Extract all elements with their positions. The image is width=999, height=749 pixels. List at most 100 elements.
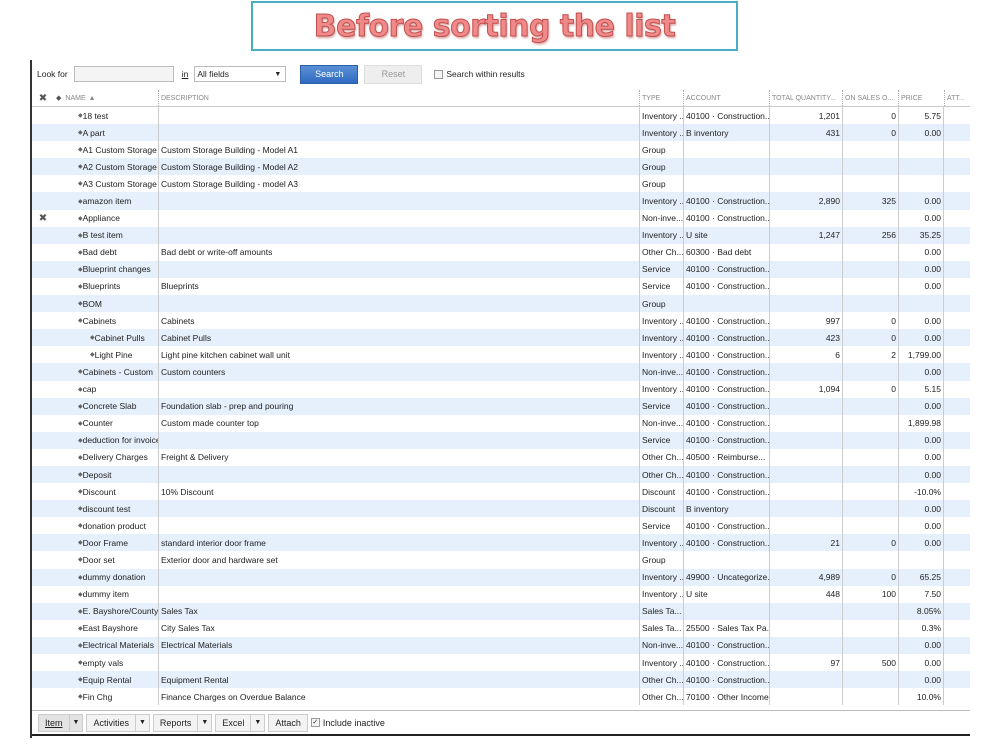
table-row[interactable]: ◆ Electrical Materials Electrical Material… — [32, 636, 970, 654]
include-inactive-checkbox[interactable]: ✓ — [310, 718, 320, 727]
table-row[interactable]: ◆ Blueprint changes Service 40100 · Constru… — [32, 260, 970, 278]
active-cell[interactable] — [32, 312, 54, 329]
column-name[interactable]: ◆ NAME ▲ — [54, 90, 158, 106]
table-row[interactable]: ◆ Equip Rental Equipment Rental Other Ch...… — [32, 671, 970, 689]
table-row[interactable]: ◆ Deposit Other Ch... 40100 · Construction.… — [32, 465, 970, 484]
table-row[interactable]: ◆ A part Inventory ... B inventory 431 0 0.00 — [32, 124, 970, 142]
table-row[interactable]: ◆ donation product Service 40100 · Construc… — [32, 517, 970, 535]
table-row[interactable]: ◆A3 Custom Storage ShedCustom Storage Bu… — [32, 175, 970, 193]
table-row[interactable]: ◆A1 Custom Storage ShedCustom Storage Bu… — [32, 141, 970, 159]
column-price[interactable]: PRICE — [898, 90, 944, 106]
table-row[interactable]: ◆ East Bayshore City Sales Tax Sales Ta... 2… — [32, 619, 970, 637]
search-within-checkbox[interactable] — [434, 69, 444, 79]
look-for-input[interactable] — [73, 66, 174, 82]
reset-button[interactable]: Reset — [364, 64, 423, 84]
active-cell[interactable] — [32, 449, 54, 466]
table-row[interactable]: ◆ discount test Discount B inventory 0.00 — [32, 500, 970, 518]
active-cell[interactable] — [32, 363, 54, 380]
column-on-sales-order[interactable]: ON SALES O... — [842, 90, 898, 106]
active-cell[interactable] — [32, 175, 54, 192]
active-cell[interactable] — [32, 586, 54, 603]
active-cell[interactable] — [32, 192, 54, 209]
reports-menu-button[interactable]: Reports ▼ — [152, 713, 213, 732]
column-type[interactable]: TYPE — [639, 90, 683, 106]
table-row[interactable]: ◆ Fin Chg Finance Charges on Overdue Balan… — [32, 688, 970, 706]
table-row[interactable]: ◆ Bad debt Bad debt or write-off amounts Ot… — [32, 243, 970, 261]
cell-total-quantity — [769, 277, 842, 296]
active-cell[interactable] — [32, 483, 54, 500]
table-row[interactable]: ◆ Cabinets - Custom Custom counters Non-inv… — [32, 363, 970, 381]
table-row[interactable]: ◆ 18 test Inventory ... 40100 · Constructio… — [32, 107, 970, 125]
active-cell[interactable] — [32, 107, 54, 124]
item-menu-button[interactable]: Item ▼ — [38, 713, 84, 732]
active-cell[interactable] — [32, 671, 54, 688]
dropdown-arrow-icon[interactable]: ▼ — [250, 714, 264, 731]
active-cell[interactable] — [32, 637, 54, 654]
table-row[interactable]: ◆ Cabinets Cabinets Inventory ... 40100 · Co… — [32, 312, 970, 330]
active-cell[interactable] — [32, 551, 54, 568]
inactive-column-icon[interactable]: ✖ — [38, 92, 48, 104]
table-row[interactable]: ◆ dummy donation Inventory ... 49900 · Unca… — [32, 568, 970, 586]
table-row[interactable]: ◆ Door set Exterior door and hardware set G… — [32, 551, 970, 569]
table-row[interactable]: ◆ cap Inventory ... 40100 · Construction...… — [32, 380, 970, 398]
active-cell[interactable] — [32, 278, 54, 295]
cell-description: Cabinets — [158, 312, 639, 330]
active-cell[interactable] — [32, 124, 54, 141]
table-row[interactable]: ◆ B test item Inventory ... U site 1,247 256 3… — [32, 226, 970, 244]
active-cell[interactable] — [32, 534, 54, 551]
table-row[interactable]: ◆ Delivery Charges Freight & Delivery Other… — [32, 448, 970, 466]
table-row[interactable]: ◆A2 Custom Storage ShedCustom Storage Bu… — [32, 158, 970, 176]
attach-button[interactable]: Attach — [268, 713, 308, 732]
table-row[interactable]: ◆ dummy item Inventory ... U site 448 100 7.50 — [32, 585, 970, 603]
active-cell[interactable] — [32, 141, 54, 158]
field-select[interactable]: All fields ▼ — [194, 66, 287, 82]
activities-menu-button[interactable]: Activities ▼ — [86, 713, 150, 732]
table-row[interactable]: ◆ E. Bayshore/County Sales Tax Sales Ta... 8… — [32, 602, 970, 620]
dropdown-arrow-icon[interactable]: ▼ — [68, 714, 83, 731]
table-row[interactable]: ◆ Light Pine Light pine kitchen cabinet wa… — [32, 346, 970, 364]
excel-menu-button[interactable]: Excel ▼ — [215, 713, 266, 732]
active-cell[interactable] — [32, 688, 54, 705]
column-account[interactable]: ACCOUNT — [683, 90, 769, 106]
active-cell[interactable] — [32, 517, 54, 534]
table-row[interactable]: ◆ Discount 10% Discount Discount 40100 · Con… — [32, 483, 970, 501]
column-total-quantity[interactable]: TOTAL QUANTITY... — [769, 90, 842, 106]
active-cell[interactable] — [32, 381, 54, 398]
active-cell[interactable] — [32, 432, 54, 449]
active-cell[interactable] — [32, 244, 54, 261]
active-cell[interactable] — [32, 569, 54, 586]
active-cell[interactable] — [32, 398, 54, 415]
table-row[interactable]: ◆ amazon item Inventory ... 40100 · Constru… — [32, 192, 970, 210]
column-attach[interactable]: ATT... — [944, 90, 970, 106]
active-cell[interactable] — [32, 603, 54, 620]
bullet-icon: ◆ — [78, 147, 83, 154]
table-row[interactable]: ◆ empty vals Inventory ... 40100 · Construc… — [32, 654, 970, 672]
active-cell[interactable] — [32, 295, 54, 312]
table-row[interactable]: ◆ Door Frame standard interior door frame I… — [32, 534, 970, 552]
active-cell[interactable] — [32, 346, 54, 363]
dropdown-arrow-icon[interactable]: ▼ — [197, 714, 211, 731]
table-row[interactable]: ✖ ◆ Appliance Non-inve... 40100 · Constructi… — [32, 209, 970, 227]
column-description[interactable]: DESCRIPTION — [158, 90, 639, 106]
table-row[interactable]: ◆ deduction for invoice Service 40100 · Con… — [32, 431, 970, 449]
table-row[interactable]: ◆ Concrete Slab Foundation slab - prep and… — [32, 397, 970, 415]
active-cell[interactable] — [32, 261, 54, 278]
active-cell[interactable] — [32, 466, 54, 483]
active-cell[interactable] — [32, 500, 54, 517]
active-cell[interactable] — [32, 227, 54, 244]
active-cell[interactable] — [32, 415, 54, 432]
inactive-x-icon[interactable]: ✖ — [38, 212, 48, 224]
active-cell[interactable] — [32, 329, 54, 346]
table-row[interactable]: ◆ Blueprints Blueprints Service 40100 · Cons… — [32, 277, 970, 296]
active-cell[interactable] — [32, 158, 54, 175]
dropdown-arrow-icon[interactable]: ▼ — [134, 714, 149, 731]
active-cell[interactable] — [32, 620, 54, 637]
search-button[interactable]: Search — [300, 64, 359, 84]
cell-total-quantity: 431 — [769, 124, 842, 142]
table-row[interactable]: ◆ Counter Custom made counter top Non-inve.… — [32, 414, 970, 432]
title-banner: Before sorting the list — [251, 1, 738, 51]
table-row[interactable]: ◆ BOM Group — [32, 295, 970, 313]
table-row[interactable]: ◆ Cabinet Pulls Cabinet Pulls Inventory ...… — [32, 329, 970, 347]
cell-on-sales-order: 325 — [842, 192, 898, 210]
active-cell[interactable] — [32, 654, 54, 671]
